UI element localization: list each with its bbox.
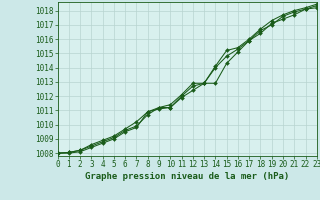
X-axis label: Graphe pression niveau de la mer (hPa): Graphe pression niveau de la mer (hPa) <box>85 172 289 181</box>
